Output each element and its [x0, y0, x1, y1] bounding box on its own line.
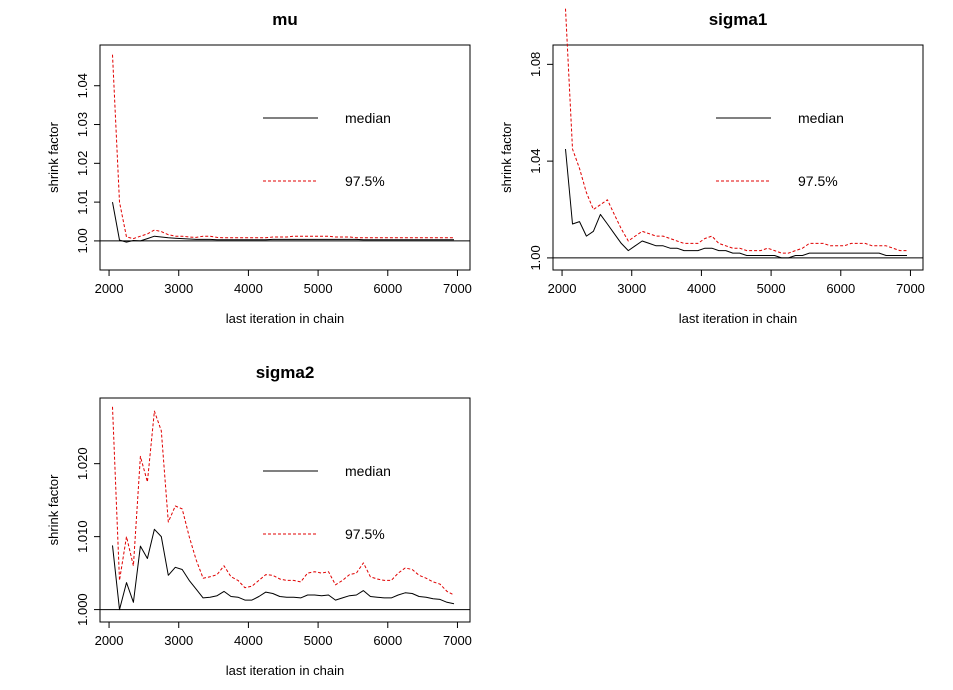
legend-label: 97.5%: [798, 173, 838, 189]
x-tick-label: 3000: [164, 281, 193, 296]
plot-frame: [99, 44, 471, 271]
x-axis-label: last iteration in chain: [226, 663, 345, 678]
series-line-median: [112, 528, 455, 611]
x-tick-label: 5000: [757, 281, 786, 296]
x-tick-label: 2000: [548, 281, 577, 296]
series-line-median: [565, 148, 907, 259]
legend-label: 97.5%: [345, 173, 385, 189]
chart-title: sigma1: [709, 10, 768, 29]
legend-label: 97.5%: [345, 526, 385, 542]
y-tick-label: 1.00: [528, 245, 543, 270]
legend-label: median: [345, 110, 391, 126]
y-axis-label: shrink factor: [46, 121, 61, 192]
x-tick-label: 6000: [826, 281, 855, 296]
y-tick-label: 1.010: [75, 520, 90, 553]
legend-label: median: [345, 463, 391, 479]
y-tick-label: 1.000: [75, 593, 90, 626]
y-tick-label: 1.02: [75, 151, 90, 176]
x-tick-label: 7000: [896, 281, 925, 296]
series-line-median: [112, 202, 454, 243]
y-tick-label: 1.04: [528, 148, 543, 173]
x-tick-label: 4000: [234, 633, 263, 648]
series-line-q975: [112, 54, 454, 240]
x-tick-label: 5000: [304, 633, 333, 648]
panel-sigma2: sigma2 2000 3000 4000 5000 6000 7000 1.000 1.010…: [46, 363, 472, 678]
x-tick-label: 7000: [443, 281, 472, 296]
series-line-q975: [112, 406, 455, 596]
y-tick-label: 1.04: [75, 73, 90, 98]
x-tick-label: 2000: [95, 633, 124, 648]
legend-label: median: [798, 110, 844, 126]
y-tick-label: 1.020: [75, 447, 90, 480]
x-tick-label: 4000: [687, 281, 716, 296]
x-axis-label: last iteration in chain: [679, 311, 798, 326]
chart-title: sigma2: [256, 363, 315, 382]
panel-sigma1: sigma1 2000 3000 4000 5000 6000 7000 1.00 1.04 1.…: [499, 8, 925, 326]
plot-frame: [552, 44, 924, 271]
chart-title: mu: [272, 10, 298, 29]
series-line-q975: [565, 8, 907, 254]
x-tick-label: 7000: [443, 633, 472, 648]
plot-frame: [99, 397, 471, 623]
panel-mu: mu 2000 3000 4000 5000 6000 7000 1.00 1.01 1.02 1.…: [46, 10, 472, 326]
x-tick-label: 6000: [373, 281, 402, 296]
y-axis-label: shrink factor: [46, 474, 61, 545]
x-axis-label: last iteration in chain: [226, 311, 345, 326]
y-tick-label: 1.00: [75, 228, 90, 253]
x-tick-label: 3000: [164, 633, 193, 648]
x-tick-label: 6000: [373, 633, 402, 648]
y-tick-label: 1.08: [528, 52, 543, 77]
y-tick-label: 1.01: [75, 189, 90, 214]
x-tick-label: 2000: [95, 281, 124, 296]
x-tick-label: 5000: [304, 281, 333, 296]
y-tick-label: 1.03: [75, 112, 90, 137]
x-tick-label: 4000: [234, 281, 263, 296]
y-axis-label: shrink factor: [499, 121, 514, 192]
x-tick-label: 3000: [617, 281, 646, 296]
